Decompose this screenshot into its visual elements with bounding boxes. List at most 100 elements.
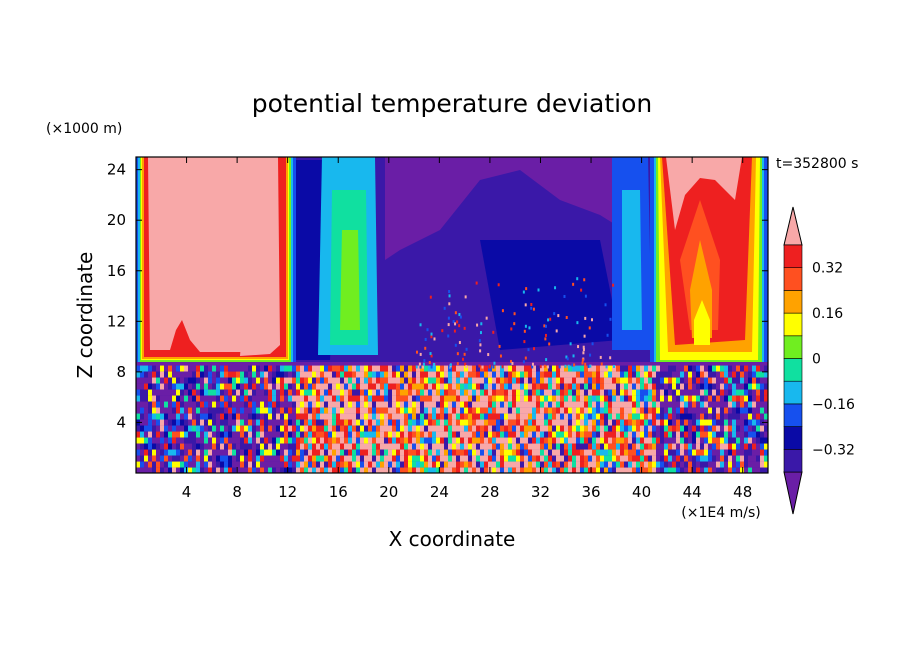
turbulence-cell xyxy=(620,395,624,402)
turbulence-cell xyxy=(648,371,652,378)
turbulence-cell xyxy=(416,449,420,456)
turbulence-cell xyxy=(332,455,336,462)
turbulence-cell xyxy=(744,419,748,426)
turbulence-cell xyxy=(364,431,368,438)
turbulence-cell xyxy=(712,389,716,396)
turbulence-cell xyxy=(760,365,764,372)
spray-cell xyxy=(433,337,436,341)
turbulence-cell xyxy=(344,383,348,390)
turbulence-cell xyxy=(164,467,168,473)
turbulence-cell xyxy=(748,395,752,402)
spray-cell xyxy=(583,278,586,282)
turbulence-cell xyxy=(244,437,248,444)
turbulence-cell xyxy=(760,431,764,438)
turbulence-cell xyxy=(340,467,344,473)
turbulence-cell xyxy=(712,419,716,426)
turbulence-cell xyxy=(528,371,532,378)
turbulence-cell xyxy=(308,449,312,456)
turbulence-cell xyxy=(428,461,432,468)
turbulence-cell xyxy=(304,365,308,372)
turbulence-cell xyxy=(328,455,332,462)
turbulence-cell xyxy=(340,407,344,414)
turbulence-cell xyxy=(716,413,720,420)
turbulence-cell xyxy=(464,437,468,444)
turbulence-cell xyxy=(252,467,256,473)
turbulence-cell xyxy=(300,425,304,432)
turbulence-cell xyxy=(644,437,648,444)
turbulence-cell xyxy=(688,377,692,384)
turbulence-cell xyxy=(640,383,644,390)
turbulence-cell xyxy=(480,431,484,438)
turbulence-cell xyxy=(656,401,660,408)
turbulence-cell xyxy=(356,383,360,390)
turbulence-cell xyxy=(216,443,220,450)
turbulence-cell xyxy=(320,461,324,468)
turbulence-cell xyxy=(284,371,288,378)
turbulence-cell xyxy=(148,371,152,378)
turbulence-cell xyxy=(572,419,576,426)
turbulence-cell xyxy=(440,377,444,384)
turbulence-cell xyxy=(720,431,724,438)
turbulence-cell xyxy=(580,425,584,432)
turbulence-cell xyxy=(568,467,572,473)
turbulence-cell xyxy=(328,383,332,390)
turbulence-cell xyxy=(664,371,668,378)
turbulence-cell xyxy=(360,455,364,462)
colorbar-extend-low xyxy=(783,471,803,515)
turbulence-cell xyxy=(524,467,528,473)
turbulence-cell xyxy=(684,449,688,456)
turbulence-cell xyxy=(352,431,356,438)
turbulence-cell xyxy=(760,395,764,402)
spray-cell xyxy=(423,359,426,363)
turbulence-cell xyxy=(716,425,720,432)
turbulence-cell xyxy=(684,437,688,444)
turbulence-cell xyxy=(596,371,600,378)
turbulence-cell xyxy=(340,461,344,468)
turbulence-cell xyxy=(248,443,252,450)
turbulence-cell xyxy=(220,437,224,444)
turbulence-cell xyxy=(348,431,352,438)
turbulence-cell xyxy=(412,425,416,432)
turbulence-cell xyxy=(260,401,264,408)
turbulence-cell xyxy=(468,365,472,372)
turbulence-cell xyxy=(272,449,276,456)
turbulence-cell xyxy=(332,449,336,456)
turbulence-cell xyxy=(208,389,212,396)
turbulence-cell xyxy=(240,455,244,462)
turbulence-cell xyxy=(488,437,492,444)
turbulence-cell xyxy=(480,371,484,378)
turbulence-cell xyxy=(624,455,628,462)
turbulence-cell xyxy=(584,395,588,402)
turbulence-cell xyxy=(712,461,716,468)
turbulence-cell xyxy=(296,449,300,456)
turbulence-cell xyxy=(664,401,668,408)
turbulence-cell xyxy=(672,443,676,450)
turbulence-cell xyxy=(428,401,432,408)
turbulence-cell xyxy=(748,383,752,390)
spray-cell xyxy=(584,294,587,298)
spray-cell xyxy=(571,363,574,367)
turbulence-cell xyxy=(628,437,632,444)
turbulence-cell xyxy=(228,371,232,378)
turbulence-cell xyxy=(452,371,456,378)
turbulence-cell xyxy=(240,431,244,438)
spray-cell xyxy=(582,345,585,349)
turbulence-cell xyxy=(764,389,768,396)
turbulence-cell xyxy=(204,371,208,378)
turbulence-cell xyxy=(288,425,292,432)
turbulence-cell xyxy=(508,443,512,450)
turbulence-cell xyxy=(656,407,660,414)
turbulence-cell xyxy=(180,455,184,462)
turbulence-cell xyxy=(744,461,748,468)
turbulence-cell xyxy=(292,407,296,414)
turbulence-cell xyxy=(672,413,676,420)
turbulence-cell xyxy=(296,377,300,384)
turbulence-cell xyxy=(452,449,456,456)
turbulence-cell xyxy=(604,437,608,444)
turbulence-cell xyxy=(440,431,444,438)
turbulence-cell xyxy=(720,365,724,372)
turbulence-cell xyxy=(148,467,152,473)
turbulence-cell xyxy=(284,455,288,462)
turbulence-cell xyxy=(528,419,532,426)
